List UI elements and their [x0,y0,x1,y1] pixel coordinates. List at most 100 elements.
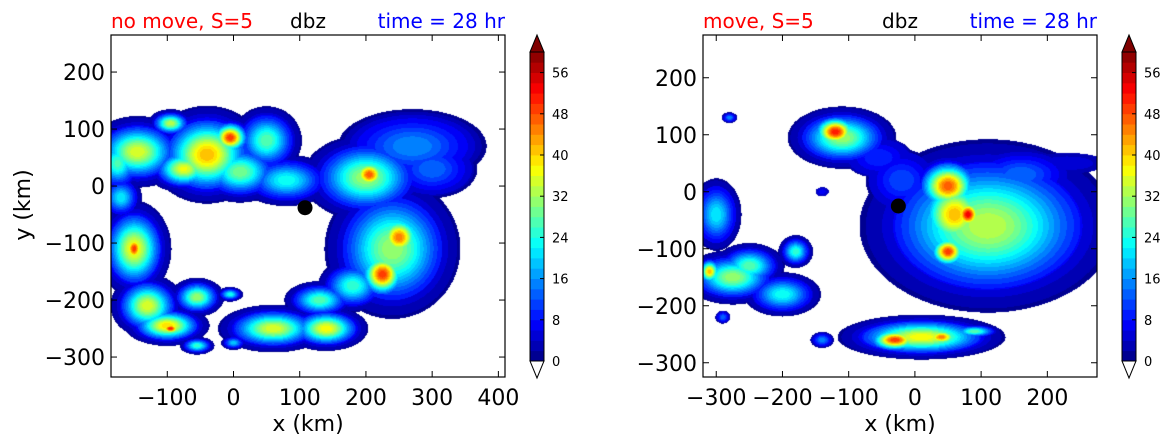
panel1-title-center: dbz [290,9,326,33]
x-tick-label: 100 [279,386,321,411]
colorbar-tick-label: 40 [1144,149,1161,164]
y-tick-label: 200 [655,67,697,92]
colorbar-segment [1122,247,1136,259]
colorbar-segment [1122,124,1136,135]
panel1-plot-area: −100 0 100 200 300 400 −300 −200 −100 0 100 200 [45,34,519,411]
colorbar-segment [530,278,544,290]
y-tick-label: −300 [45,346,105,371]
colorbar-segment [1122,268,1136,279]
y-tick-label: −100 [637,238,697,263]
x-tick-label: −100 [818,386,878,411]
colorbar-extend-min [529,360,545,380]
colorbar-segment [1122,278,1136,290]
x-tick-label: −300 [686,386,746,411]
colorbar-segment [1122,144,1136,156]
colorbar-segment [530,93,544,104]
panel2-title-right: time = 28 hr [970,9,1098,33]
colorbar-segment [530,216,544,228]
x-tick-label: 100 [960,386,1002,411]
colorbar-segment [530,113,544,125]
panel1-ylabel: y (km) [11,169,36,240]
panel1-xlabel: x (km) [272,412,343,437]
x-tick-label: 0 [908,386,922,411]
colorbar-tick-label: 8 [552,314,560,329]
colorbar-tick-label: 48 [552,108,569,123]
colorbar-segment [530,165,544,176]
colorbar-segment [530,258,544,269]
colorbar-tick-label: 16 [1144,273,1161,288]
colorbar-extend-max [1121,33,1137,53]
x-tick-label: 300 [411,386,453,411]
colorbar-segment [530,268,544,279]
colorbar-segment [1122,330,1136,341]
colorbar-tick-label: 40 [552,149,569,164]
plot-frame [702,34,1098,378]
colorbar-tick-label: 0 [552,355,560,370]
colorbar-segment [1122,185,1136,197]
colorbar-segment [530,299,544,310]
colorbar-segment [1122,196,1136,207]
colorbar-segment [530,330,544,341]
panel1-colorbar: 0 8 16 24 32 40 48 56 [529,33,569,380]
y-tick-label: 0 [683,181,697,206]
colorbar-segment [530,340,544,352]
panel2-colorbar: 0 8 16 24 32 40 48 56 [1121,33,1161,380]
colorbar-segment [530,309,544,321]
colorbar-segment [530,175,544,187]
panel-no-move: no move, S=5 dbz time = 28 hr −100 0 100 20… [11,9,569,437]
plot-frame [110,34,506,378]
colorbar-extend-max [529,33,545,53]
colorbar-segment [1122,340,1136,352]
panel2-xlabel: x (km) [864,412,935,437]
colorbar-segment [530,144,544,156]
colorbar-tick-label: 32 [552,190,569,205]
colorbar-segment [530,227,544,238]
colorbar-segment [1122,93,1136,104]
colorbar-extend-min [1121,360,1137,380]
colorbar-segment [530,82,544,94]
colorbar-segment [1122,175,1136,187]
y-tick-label: −200 [637,295,697,320]
colorbar-segment [530,52,544,63]
x-tick-label: 200 [345,386,387,411]
colorbar-segment [530,185,544,197]
x-tick-label: 0 [227,386,241,411]
y-tick-label: 100 [63,118,105,143]
colorbar-segment [1122,258,1136,269]
colorbar-segment [1122,72,1136,84]
storm-center-marker [890,198,906,214]
panel-move: move, S=5 dbz time = 28 hr −300 −200 −100 0… [637,9,1161,437]
colorbar-segment [530,103,544,115]
panel1-title-left: no move, S=5 [111,9,253,33]
x-tick-label: −100 [137,386,197,411]
colorbar-frame [529,51,545,362]
colorbar-segment [1122,350,1136,362]
colorbar-segment [1122,103,1136,115]
colorbar-segment [530,350,544,362]
y-tick-label: 100 [655,124,697,149]
colorbar-segment [530,62,544,73]
colorbar-segment [1122,82,1136,94]
panel2-title-center: dbz [882,9,918,33]
colorbar-segment [1122,288,1136,300]
colorbar-tick-label: 56 [1144,67,1161,82]
y-tick-label: −200 [45,289,105,314]
x-tick-label: 400 [477,386,519,411]
y-tick-label: 0 [91,175,105,200]
colorbar-segment [1122,113,1136,125]
colorbar-segment [530,237,544,249]
colorbar-segment [1122,237,1136,249]
colorbar-segment [1122,134,1136,146]
colorbar-segment [1122,299,1136,310]
colorbar-segment [1122,206,1136,218]
x-tick-label: 200 [1026,386,1068,411]
colorbar-segment [530,206,544,218]
y-tick-label: 200 [63,61,105,86]
colorbar-segment [530,134,544,146]
y-tick-label: −100 [45,232,105,257]
x-tick-label: −200 [752,386,812,411]
colorbar-tick-label: 56 [552,67,569,82]
y-tick-label: −300 [637,352,697,377]
